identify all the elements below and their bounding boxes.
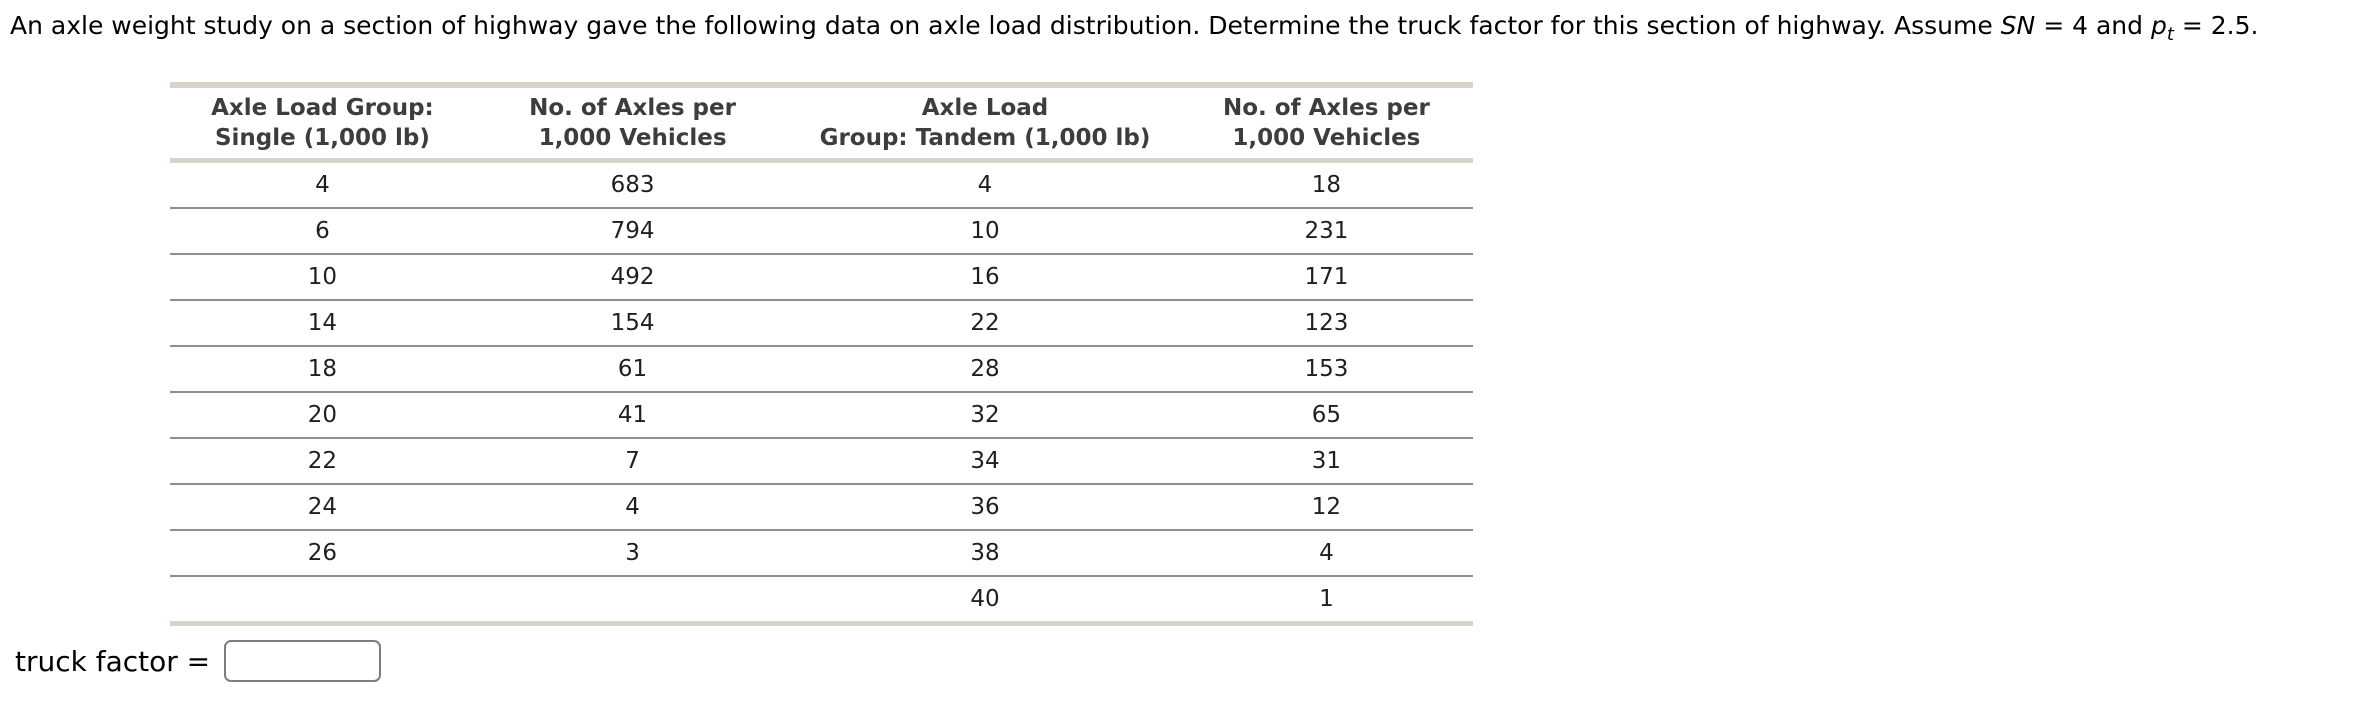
truck-factor-label: truck factor = <box>15 644 211 678</box>
table-row: 40 1 <box>170 576 1473 624</box>
table-cell: 34 <box>970 448 1000 474</box>
header-line: 1,000 Vehicles <box>538 125 727 151</box>
table-row: 4 683 4 18 <box>170 161 1473 209</box>
table-cell: 4 <box>1319 540 1334 566</box>
header-line: Axle Load Group: <box>211 95 434 121</box>
table-cell: 40 <box>970 586 1000 612</box>
table-cell: 28 <box>970 356 1000 382</box>
table-cell: 16 <box>970 264 1000 290</box>
problem-text-part3: = 2.5. <box>2173 11 2259 40</box>
header-line: Group: Tandem (1,000 lb) <box>819 125 1151 151</box>
table-cell: 154 <box>610 310 655 336</box>
table-cell: 4 <box>977 172 993 198</box>
header-line: Single (1,000 lb) <box>214 125 430 151</box>
table-cell: 492 <box>610 264 655 290</box>
table-cell: 153 <box>1304 356 1349 382</box>
table-cell: 41 <box>617 402 648 428</box>
table-cell: 22 <box>970 310 1000 336</box>
header-tandem-axles-count: No. of Axles per 1,000 Vehicles <box>1180 85 1473 161</box>
table-row: 24 4 36 12 <box>170 484 1473 530</box>
header-row: Axle Load Group: Single (1,000 lb) No. o… <box>170 85 1473 161</box>
table-cell: 61 <box>617 356 648 382</box>
table-cell: 36 <box>970 494 1000 520</box>
table-cell: 3 <box>625 540 640 566</box>
table-cell: 10 <box>970 218 1000 244</box>
header-single-axles-count: No. of Axles per 1,000 Vehicles <box>475 85 790 161</box>
header-line: Axle Load <box>921 95 1049 121</box>
table-header: Axle Load Group: Single (1,000 lb) No. o… <box>170 85 1473 161</box>
table-body: 4 683 4 18 6 794 10 231 10 492 16 171 14 154 22 123 18 61… <box>170 161 1473 624</box>
table-cell: 6 <box>315 218 330 244</box>
axle-load-table: Axle Load Group: Single (1,000 lb) No. o… <box>170 82 1473 626</box>
table-cell: 65 <box>1311 402 1342 428</box>
problem-text-part2: = 4 and <box>2035 11 2151 40</box>
problem-text-part1: An axle weight study on a section of hig… <box>10 11 2001 40</box>
table-cell: 683 <box>610 172 655 198</box>
table-row: 14 154 22 123 <box>170 300 1473 346</box>
truck-factor-input[interactable] <box>224 640 382 682</box>
table-cell: 4 <box>315 172 330 198</box>
problem-statement: An axle weight study on a section of hig… <box>0 0 2377 52</box>
table-cell: 10 <box>307 264 338 290</box>
table-row: 20 41 32 65 <box>170 392 1473 438</box>
table-cell: 31 <box>1311 448 1342 474</box>
table-row: 10 492 16 171 <box>170 254 1473 300</box>
table-row: 18 61 28 153 <box>170 346 1473 392</box>
table-cell <box>475 576 790 624</box>
table-cell: 32 <box>970 402 1000 428</box>
table-cell: 14 <box>307 310 338 336</box>
variable-p-subscript: t <box>2166 24 2174 45</box>
header-tandem-axle-load: Axle Load Group: Tandem (1,000 lb) <box>790 85 1180 161</box>
table-cell: 20 <box>307 402 338 428</box>
table-cell: 38 <box>970 540 1000 566</box>
table-cell: 18 <box>1311 172 1342 198</box>
table-row: 26 3 38 4 <box>170 530 1473 576</box>
table-cell: 123 <box>1304 310 1349 336</box>
table-cell: 171 <box>1304 264 1349 290</box>
table-cell: 18 <box>307 356 338 382</box>
header-single-axle-load: Axle Load Group: Single (1,000 lb) <box>170 85 475 161</box>
table-cell: 1 <box>1319 586 1334 612</box>
variable-p: p <box>2150 11 2167 40</box>
table-cell: 7 <box>625 448 640 474</box>
header-line: No. of Axles per <box>1222 95 1430 121</box>
header-line: 1,000 Vehicles <box>1232 125 1421 151</box>
table-cell: 794 <box>610 218 655 244</box>
table-row: 6 794 10 231 <box>170 208 1473 254</box>
table-cell: 4 <box>625 494 640 520</box>
answer-row: truck factor = <box>15 640 2377 682</box>
table-cell: 22 <box>307 448 338 474</box>
table-cell: 26 <box>307 540 338 566</box>
table-cell: 12 <box>1311 494 1342 520</box>
table-cell: 24 <box>307 494 338 520</box>
variable-sn: SN <box>2000 11 2036 40</box>
table-row: 22 7 34 31 <box>170 438 1473 484</box>
header-line: No. of Axles per <box>529 95 736 121</box>
table-cell <box>170 576 475 624</box>
table-cell: 231 <box>1304 218 1349 244</box>
